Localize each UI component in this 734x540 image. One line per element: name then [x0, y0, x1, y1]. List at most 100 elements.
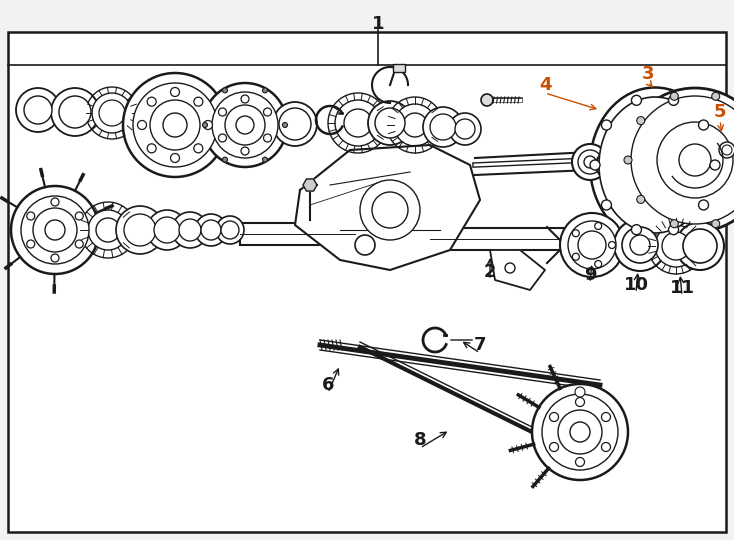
Circle shape — [372, 192, 408, 228]
Circle shape — [221, 221, 239, 239]
Circle shape — [99, 100, 125, 126]
Circle shape — [532, 384, 628, 480]
Text: 3: 3 — [642, 65, 654, 83]
Circle shape — [550, 442, 559, 451]
Text: 10: 10 — [623, 276, 649, 294]
Circle shape — [212, 92, 278, 158]
Circle shape — [608, 241, 616, 248]
Circle shape — [219, 108, 227, 116]
Circle shape — [676, 222, 724, 270]
Circle shape — [21, 196, 89, 264]
Circle shape — [225, 105, 265, 145]
Circle shape — [123, 73, 227, 177]
Circle shape — [578, 150, 602, 174]
Circle shape — [669, 225, 678, 235]
Circle shape — [575, 387, 585, 397]
Circle shape — [24, 96, 52, 124]
Circle shape — [51, 88, 99, 136]
Circle shape — [264, 134, 272, 142]
Circle shape — [710, 160, 720, 170]
Circle shape — [124, 214, 156, 246]
Bar — [240, 223, 355, 245]
Circle shape — [572, 144, 608, 180]
Circle shape — [16, 88, 60, 132]
Circle shape — [11, 186, 99, 274]
Circle shape — [403, 113, 427, 137]
Circle shape — [637, 195, 644, 204]
Polygon shape — [490, 250, 545, 290]
Circle shape — [423, 107, 463, 147]
Circle shape — [614, 219, 666, 271]
Circle shape — [715, 138, 734, 162]
Circle shape — [618, 157, 638, 177]
Circle shape — [601, 442, 611, 451]
Circle shape — [203, 120, 213, 130]
Circle shape — [279, 108, 311, 140]
Circle shape — [355, 235, 375, 255]
Circle shape — [601, 413, 611, 422]
Circle shape — [637, 117, 644, 125]
Circle shape — [203, 123, 208, 127]
Circle shape — [133, 83, 217, 167]
Circle shape — [195, 214, 227, 246]
Circle shape — [575, 397, 584, 407]
Circle shape — [622, 227, 658, 263]
Circle shape — [172, 212, 208, 248]
Ellipse shape — [590, 87, 720, 242]
Circle shape — [76, 212, 83, 220]
Circle shape — [505, 263, 515, 273]
Circle shape — [655, 225, 697, 267]
Circle shape — [719, 142, 734, 158]
Circle shape — [573, 253, 579, 260]
Circle shape — [631, 225, 642, 235]
Circle shape — [590, 160, 600, 170]
Circle shape — [624, 156, 632, 164]
Text: 11: 11 — [669, 279, 694, 297]
Circle shape — [137, 120, 147, 130]
Circle shape — [657, 122, 733, 198]
Circle shape — [241, 95, 249, 103]
Circle shape — [679, 144, 711, 176]
Circle shape — [575, 457, 584, 467]
Circle shape — [601, 200, 611, 210]
Circle shape — [560, 213, 624, 277]
Circle shape — [92, 93, 132, 133]
Circle shape — [584, 156, 596, 168]
Text: 6: 6 — [321, 376, 334, 394]
Circle shape — [194, 97, 203, 106]
Circle shape — [631, 96, 734, 224]
Circle shape — [26, 212, 34, 220]
Circle shape — [573, 230, 579, 237]
Circle shape — [699, 200, 708, 210]
Circle shape — [455, 119, 475, 139]
Circle shape — [147, 144, 156, 153]
Circle shape — [481, 94, 493, 106]
Circle shape — [344, 109, 372, 137]
Text: 4: 4 — [539, 76, 551, 94]
Circle shape — [26, 240, 34, 248]
Circle shape — [45, 220, 65, 240]
Circle shape — [88, 210, 128, 250]
Circle shape — [201, 220, 221, 240]
Circle shape — [722, 145, 732, 155]
Circle shape — [51, 254, 59, 262]
Circle shape — [595, 260, 602, 267]
Circle shape — [59, 96, 91, 128]
Circle shape — [283, 123, 288, 127]
Circle shape — [33, 208, 77, 252]
Circle shape — [219, 134, 227, 142]
Text: 1: 1 — [371, 15, 385, 33]
Circle shape — [595, 222, 602, 230]
Circle shape — [147, 97, 156, 106]
Circle shape — [170, 87, 180, 97]
Bar — [393, 64, 405, 72]
Circle shape — [623, 88, 734, 232]
Circle shape — [179, 219, 201, 241]
Circle shape — [203, 83, 287, 167]
Circle shape — [170, 153, 180, 163]
Circle shape — [601, 156, 619, 174]
Circle shape — [216, 216, 244, 244]
Circle shape — [264, 108, 272, 116]
Circle shape — [194, 144, 203, 153]
Circle shape — [241, 147, 249, 155]
